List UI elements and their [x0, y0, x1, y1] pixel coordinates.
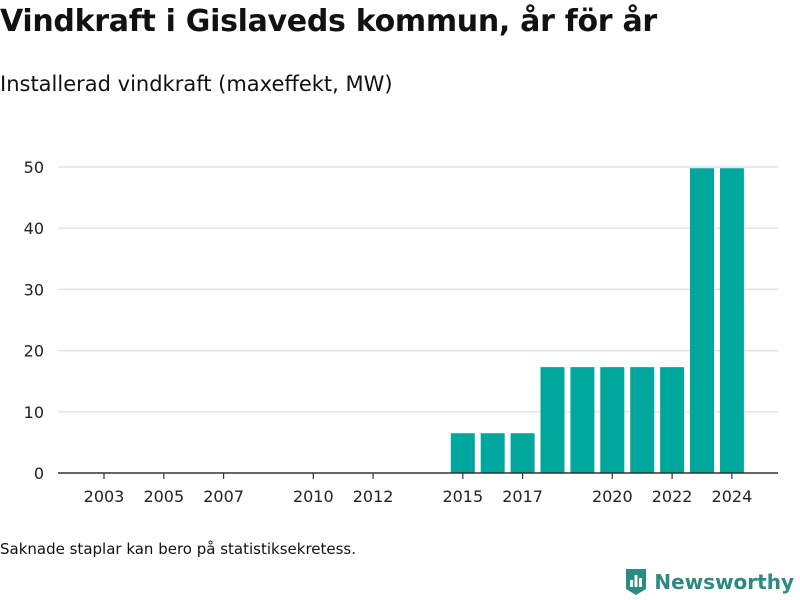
x-tick-label: 2022 [652, 487, 693, 506]
y-tick-label: 40 [24, 219, 44, 238]
y-tick-label: 20 [24, 342, 44, 361]
x-tick-label: 2012 [353, 487, 394, 506]
footnote: Saknade staplar kan bero på statistiksek… [0, 540, 357, 558]
x-tick-label: 2007 [203, 487, 244, 506]
bar-2022 [660, 367, 685, 473]
brand-name: Newsworthy [654, 570, 794, 594]
x-tick-label: 2024 [712, 487, 753, 506]
x-axis-tick-marks [103, 473, 733, 479]
x-axis-ticks: 2003 2005 2007 2010 2012 2015 2017 2020 2022 2024 [84, 487, 753, 506]
x-tick-label: 2010 [293, 487, 334, 506]
bar-2015 [450, 433, 475, 473]
gridlines [58, 166, 778, 413]
y-tick-label: 50 [24, 158, 44, 177]
x-tick-label: 2015 [442, 487, 483, 506]
x-tick-label: 2005 [143, 487, 184, 506]
y-axis-ticks: 0 10 20 30 40 50 [24, 158, 44, 483]
bars [450, 168, 744, 473]
bar-2017 [510, 433, 535, 473]
bar-2024 [719, 168, 744, 473]
bar-2016 [480, 433, 505, 473]
chart-subtitle: Installerad vindkraft (maxeffekt, MW) [0, 72, 393, 96]
y-tick-label: 10 [24, 403, 44, 422]
bar-chart-logo-icon [624, 567, 648, 597]
bar-2020 [600, 367, 625, 473]
bar-2019 [570, 367, 595, 473]
y-tick-label: 0 [34, 464, 44, 483]
x-tick-label: 2017 [502, 487, 543, 506]
bar-2021 [630, 367, 655, 473]
y-tick-label: 30 [24, 280, 44, 299]
x-tick-label: 2003 [84, 487, 125, 506]
brand-logo: Newsworthy [624, 567, 794, 597]
x-tick-label: 2020 [592, 487, 633, 506]
bar-2018 [540, 367, 565, 473]
bar-2023 [690, 168, 714, 473]
bar-chart: 0 10 20 30 40 50 2003 2005 2007 2010 2012 2015 2017… [24, 158, 778, 506]
chart-title: Vindkraft i Gislaveds kommun, år för år [0, 4, 657, 39]
